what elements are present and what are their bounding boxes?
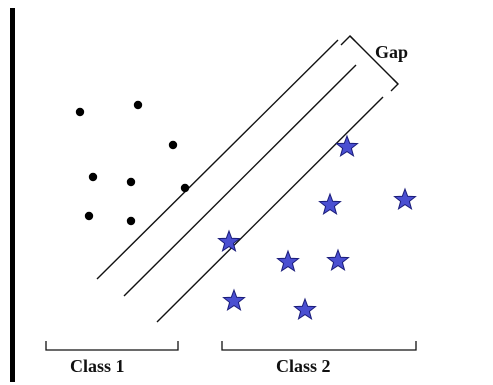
class2-star xyxy=(222,288,246,312)
class1-label: Class 1 xyxy=(70,356,125,376)
class1-points xyxy=(75,100,190,226)
class1-bracket xyxy=(45,341,179,351)
class2-star xyxy=(318,192,342,216)
class1-dot xyxy=(75,107,85,117)
class-brackets xyxy=(45,341,417,351)
margin-line-lower xyxy=(156,96,384,323)
decision-boundary-line xyxy=(123,64,357,297)
left-axis xyxy=(10,8,15,382)
class2-star xyxy=(335,134,359,158)
class1-dot xyxy=(168,140,178,150)
class1-dot xyxy=(84,211,94,221)
separating-lines xyxy=(96,39,384,323)
gap-bracket-top-tick xyxy=(340,35,356,46)
gap-bracket-span xyxy=(349,35,399,85)
gap-bracket-bottom-tick xyxy=(390,78,399,92)
class2-star xyxy=(393,187,417,211)
class2-star xyxy=(326,248,350,272)
class2-star xyxy=(217,229,241,253)
class1-dot xyxy=(126,216,136,226)
class1-dot xyxy=(133,100,143,110)
class2-star xyxy=(293,297,317,321)
gap-bracket xyxy=(340,35,399,92)
class1-dot xyxy=(180,183,190,193)
margin-line-upper xyxy=(96,39,339,280)
class2-bracket xyxy=(221,341,417,351)
class1-dot xyxy=(88,172,98,182)
gap-label: Gap xyxy=(375,42,408,62)
class2-star xyxy=(276,249,300,273)
class2-label: Class 2 xyxy=(276,356,331,376)
class2-points xyxy=(217,134,417,321)
class1-dot xyxy=(126,177,136,187)
